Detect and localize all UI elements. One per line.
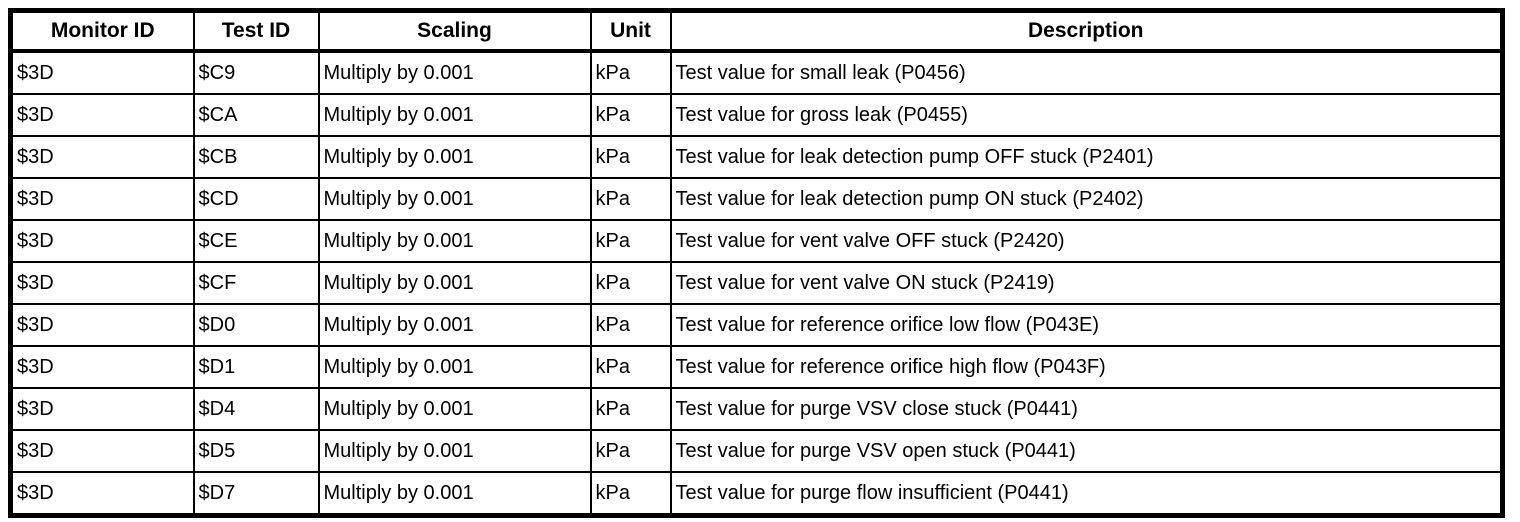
cell-unit: kPa [589,261,672,305]
cell-description: Test value for leak detection pump ON st… [669,177,1504,221]
cell-unit: kPa [589,303,672,347]
cell-test-id: $CB [192,135,320,179]
cell-monitor-id: $3D [9,50,195,95]
cell-monitor-id: $3D [9,135,195,179]
table-row: $3D $CD Multiply by 0.001 kPa Test value… [9,177,1504,221]
header-row: Monitor ID Test ID Scaling Unit Descript… [9,9,1504,53]
table-row: $3D $D5 Multiply by 0.001 kPa Test value… [9,429,1504,473]
cell-monitor-id: $3D [9,177,195,221]
cell-monitor-id: $3D [9,93,195,137]
cell-scaling: Multiply by 0.001 [317,471,592,517]
cell-test-id: $CE [192,219,320,263]
table-row: $3D $D1 Multiply by 0.001 kPa Test value… [9,345,1504,389]
table-row: $3D $D4 Multiply by 0.001 kPa Test value… [9,387,1504,431]
cell-test-id: $D5 [192,429,320,473]
cell-scaling: Multiply by 0.001 [317,135,592,179]
table-row: $3D $CA Multiply by 0.001 kPa Test value… [9,93,1504,137]
cell-scaling: Multiply by 0.001 [317,345,592,389]
table-row: $3D $CE Multiply by 0.001 kPa Test value… [9,219,1504,263]
table-row: $3D $C9 Multiply by 0.001 kPa Test value… [9,50,1504,95]
table-row: $3D $CB Multiply by 0.001 kPa Test value… [9,135,1504,179]
cell-monitor-id: $3D [9,219,195,263]
cell-unit: kPa [589,50,672,95]
cell-unit: kPa [589,429,672,473]
cell-unit: kPa [589,93,672,137]
column-header-description: Description [669,9,1504,53]
cell-unit: kPa [589,471,672,517]
cell-unit: kPa [589,135,672,179]
cell-description: Test value for leak detection pump OFF s… [669,135,1504,179]
cell-scaling: Multiply by 0.001 [317,387,592,431]
cell-description: Test value for purge VSV open stuck (P04… [669,429,1504,473]
cell-test-id: $CF [192,261,320,305]
cell-scaling: Multiply by 0.001 [317,177,592,221]
cell-description: Test value for purge flow insufficient (… [669,471,1504,517]
cell-unit: kPa [589,387,672,431]
column-header-test-id: Test ID [192,9,320,53]
cell-monitor-id: $3D [9,471,195,517]
cell-unit: kPa [589,345,672,389]
cell-description: Test value for purge VSV close stuck (P0… [669,387,1504,431]
cell-monitor-id: $3D [9,387,195,431]
cell-description: Test value for vent valve OFF stuck (P24… [669,219,1504,263]
cell-scaling: Multiply by 0.001 [317,219,592,263]
cell-unit: kPa [589,177,672,221]
cell-test-id: $CA [192,93,320,137]
table-row: $3D $D7 Multiply by 0.001 kPa Test value… [9,471,1504,517]
cell-scaling: Multiply by 0.001 [317,50,592,95]
cell-scaling: Multiply by 0.001 [317,303,592,347]
cell-unit: kPa [589,219,672,263]
cell-description: Test value for small leak (P0456) [669,50,1504,95]
cell-description: Test value for vent valve ON stuck (P241… [669,261,1504,305]
table-row: $3D $CF Multiply by 0.001 kPa Test value… [9,261,1504,305]
table-row: $3D $D0 Multiply by 0.001 kPa Test value… [9,303,1504,347]
cell-test-id: $D4 [192,387,320,431]
cell-monitor-id: $3D [9,345,195,389]
cell-test-id: $D1 [192,345,320,389]
cell-test-id: $C9 [192,50,320,95]
cell-scaling: Multiply by 0.001 [317,93,592,137]
column-header-monitor-id: Monitor ID [9,9,195,53]
cell-monitor-id: $3D [9,429,195,473]
cell-description: Test value for gross leak (P0455) [669,93,1504,137]
cell-monitor-id: $3D [9,303,195,347]
column-header-unit: Unit [589,9,672,53]
cell-description: Test value for reference orifice low flo… [669,303,1504,347]
column-header-scaling: Scaling [317,9,592,53]
cell-test-id: $D0 [192,303,320,347]
cell-monitor-id: $3D [9,261,195,305]
cell-scaling: Multiply by 0.001 [317,261,592,305]
cell-description: Test value for reference orifice high fl… [669,345,1504,389]
monitor-test-reference-table: Monitor ID Test ID Scaling Unit Descript… [8,8,1505,518]
cell-test-id: $CD [192,177,320,221]
cell-test-id: $D7 [192,471,320,517]
cell-scaling: Multiply by 0.001 [317,429,592,473]
